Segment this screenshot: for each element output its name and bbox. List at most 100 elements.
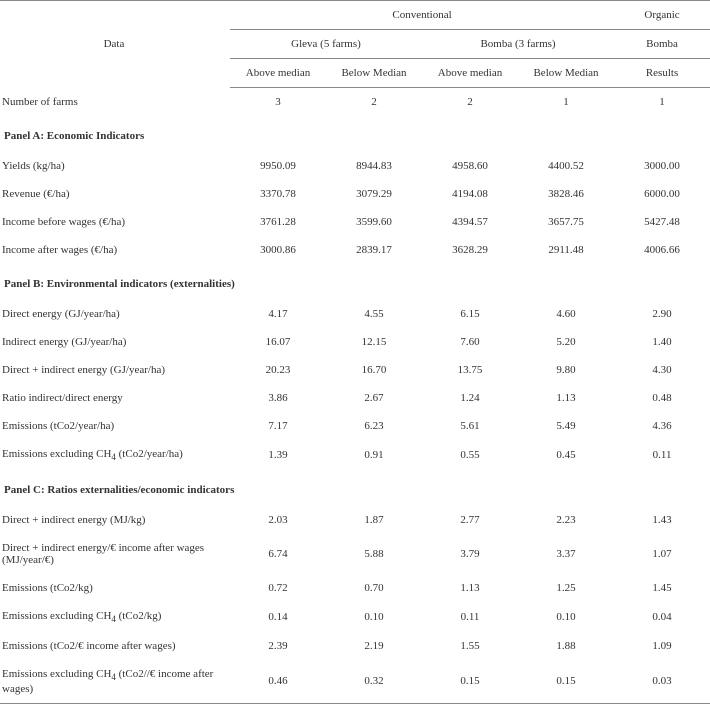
cell-value: 2.67 [326,384,422,412]
cell-value: 3079.29 [326,180,422,208]
table-row: Income before wages (€/ha)3761.283599.60… [0,208,710,236]
panel-heading-label: Panel B: Environmental indicators (exter… [0,264,710,300]
cell-value: 0.48 [614,384,710,412]
cell-value: 1 [518,88,614,117]
cell-value: 0.32 [326,660,422,703]
cell-value: 5.61 [422,412,518,440]
cell-value: 2.77 [422,506,518,534]
panel-heading-label: Panel A: Economic Indicators [0,116,710,152]
cell-value: 1.25 [518,574,614,602]
cell-value: 16.70 [326,356,422,384]
table-row: Direct + indirect energy/€ income after … [0,534,710,574]
row-label: Emissions excluding CH4 (tCo2//€ income … [0,660,230,703]
cell-value: 5.88 [326,534,422,574]
data-table: Data Conventional Organic Gleva (5 farms… [0,0,710,704]
cell-value: 0.91 [326,440,422,470]
table-row: Revenue (€/ha)3370.783079.294194.083828.… [0,180,710,208]
col-gleva: Gleva (5 farms) [230,30,422,59]
cell-value: 4394.57 [422,208,518,236]
cell-value: 0.46 [230,660,326,703]
cell-value: 16.07 [230,328,326,356]
cell-value: 0.15 [518,660,614,703]
table-row: Direct + indirect energy (GJ/year/ha)20.… [0,356,710,384]
cell-value: 1 [614,88,710,117]
cell-value: 5.20 [518,328,614,356]
row-label: Direct energy (GJ/year/ha) [0,300,230,328]
cell-value: 0.11 [422,602,518,632]
cell-value: 3.86 [230,384,326,412]
table-row: Yields (kg/ha)9950.098944.834958.604400.… [0,152,710,180]
cell-value: 7.60 [422,328,518,356]
cell-value: 1.87 [326,506,422,534]
col-bomba-below: Below Median [518,59,614,88]
cell-value: 1.07 [614,534,710,574]
col-bomba: Bomba (3 farms) [422,30,614,59]
cell-value: 4.55 [326,300,422,328]
table-row: Emissions excluding CH4 (tCo2/kg)0.140.1… [0,602,710,632]
cell-value: 1.39 [230,440,326,470]
cell-value: 0.70 [326,574,422,602]
row-label: Revenue (€/ha) [0,180,230,208]
cell-value: 1.88 [518,632,614,660]
panel-heading-label: Panel C: Ratios externalities/economic i… [0,470,710,506]
cell-value: 2911.48 [518,236,614,264]
cell-value: 1.13 [518,384,614,412]
cell-value: 2 [422,88,518,117]
cell-value: 6000.00 [614,180,710,208]
row-label: Ratio indirect/direct energy [0,384,230,412]
cell-value: 3.37 [518,534,614,574]
row-label: Direct + indirect energy (MJ/kg) [0,506,230,534]
row-label: Income before wages (€/ha) [0,208,230,236]
cell-value: 2839.17 [326,236,422,264]
table-row: Ratio indirect/direct energy3.862.671.24… [0,384,710,412]
cell-value: 4.30 [614,356,710,384]
cell-value: 1.43 [614,506,710,534]
col-results: Results [614,59,710,88]
row-label: Income after wages (€/ha) [0,236,230,264]
row-label: Indirect energy (GJ/year/ha) [0,328,230,356]
cell-value: 4.60 [518,300,614,328]
row-label: Direct + indirect energy (GJ/year/ha) [0,356,230,384]
cell-value: 6.15 [422,300,518,328]
cell-value: 0.55 [422,440,518,470]
cell-value: 3828.46 [518,180,614,208]
cell-value: 4.36 [614,412,710,440]
cell-value: 3 [230,88,326,117]
cell-value: 1.09 [614,632,710,660]
cell-value: 20.23 [230,356,326,384]
cell-value: 6.23 [326,412,422,440]
col-data: Data [0,1,230,88]
cell-value: 2.19 [326,632,422,660]
cell-value: 4006.66 [614,236,710,264]
cell-value: 5.49 [518,412,614,440]
col-org-bomba: Bomba [614,30,710,59]
cell-value: 3000.86 [230,236,326,264]
cell-value: 8944.83 [326,152,422,180]
cell-value: 6.74 [230,534,326,574]
panel-heading: Panel C: Ratios externalities/economic i… [0,470,710,506]
col-gleva-below: Below Median [326,59,422,88]
cell-value: 2.03 [230,506,326,534]
cell-value: 9.80 [518,356,614,384]
table-row: Emissions excluding CH4 (tCo2/year/ha)1.… [0,440,710,470]
cell-value: 3599.60 [326,208,422,236]
cell-value: 0.72 [230,574,326,602]
col-organic: Organic [614,1,710,30]
table-row: Direct + indirect energy (MJ/kg)2.031.87… [0,506,710,534]
cell-value: 0.15 [422,660,518,703]
cell-value: 0.04 [614,602,710,632]
col-bomba-above: Above median [422,59,518,88]
cell-value: 9950.09 [230,152,326,180]
table-row: Direct energy (GJ/year/ha)4.174.556.154.… [0,300,710,328]
cell-value: 0.45 [518,440,614,470]
cell-value: 4400.52 [518,152,614,180]
cell-value: 1.40 [614,328,710,356]
cell-value: 2 [326,88,422,117]
row-label: Number of farms [0,88,230,117]
cell-value: 2.23 [518,506,614,534]
cell-value: 0.14 [230,602,326,632]
row-label: Direct + indirect energy/€ income after … [0,534,230,574]
table-row: Emissions (tCo2/€ income after wages)2.3… [0,632,710,660]
cell-value: 12.15 [326,328,422,356]
cell-value: 3761.28 [230,208,326,236]
